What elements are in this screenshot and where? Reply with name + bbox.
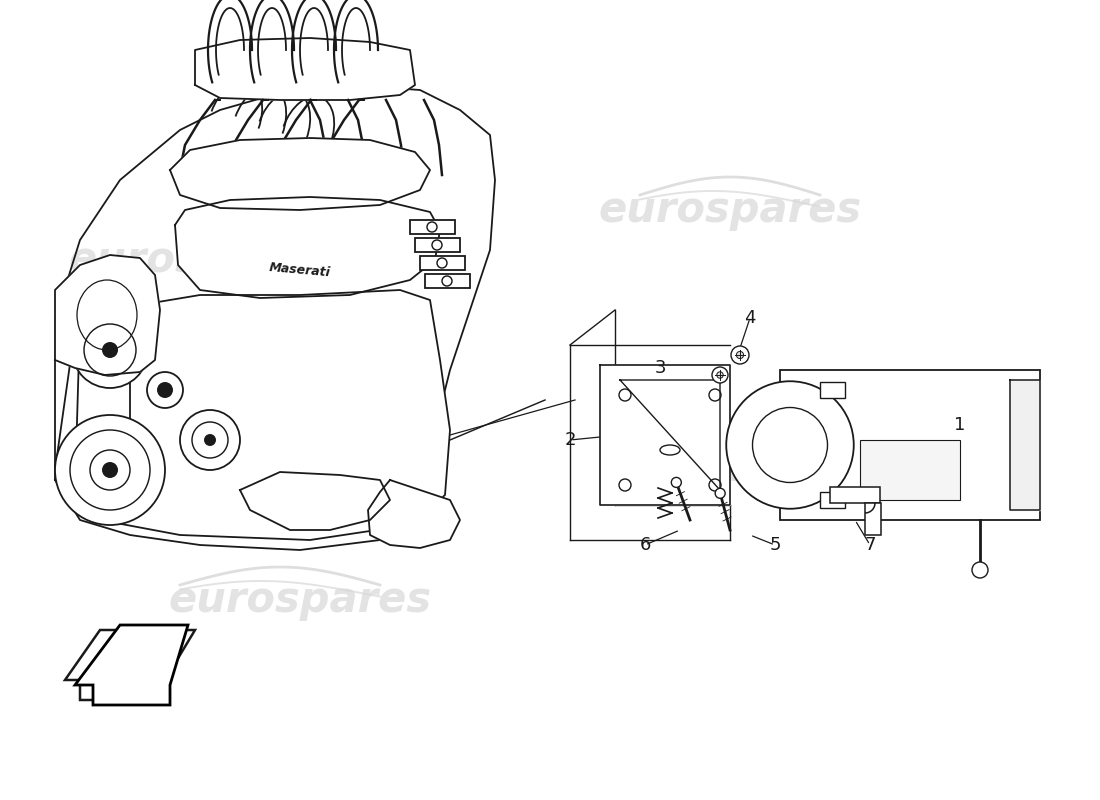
Circle shape: [55, 415, 165, 525]
Text: 7: 7: [865, 536, 876, 554]
Text: 5: 5: [769, 536, 781, 554]
Text: eurospares: eurospares: [598, 189, 861, 231]
Text: 1: 1: [955, 416, 966, 434]
Text: 4: 4: [745, 309, 756, 327]
Circle shape: [147, 372, 183, 408]
Polygon shape: [175, 197, 440, 298]
Circle shape: [180, 410, 240, 470]
Bar: [410, 220, 455, 234]
Circle shape: [736, 351, 744, 358]
Circle shape: [671, 478, 681, 487]
Circle shape: [204, 434, 216, 446]
Bar: [865, 503, 881, 535]
Bar: [830, 487, 880, 503]
Polygon shape: [55, 255, 160, 375]
Circle shape: [72, 312, 148, 388]
Text: eurospares: eurospares: [68, 239, 331, 281]
Circle shape: [732, 346, 749, 364]
Bar: [420, 256, 465, 270]
Circle shape: [717, 372, 723, 378]
Circle shape: [102, 462, 118, 478]
Bar: [820, 492, 845, 508]
Polygon shape: [55, 85, 495, 550]
Text: eurospares: eurospares: [168, 579, 431, 621]
Polygon shape: [170, 138, 430, 210]
Polygon shape: [75, 290, 450, 540]
Polygon shape: [600, 365, 730, 505]
Text: 2: 2: [564, 431, 575, 449]
Text: Maserati: Maserati: [268, 261, 331, 279]
Text: 6: 6: [639, 536, 651, 554]
Circle shape: [715, 488, 725, 498]
Circle shape: [157, 382, 173, 398]
Polygon shape: [368, 480, 460, 548]
Bar: [860, 440, 960, 500]
Text: eurospares: eurospares: [598, 439, 861, 481]
Polygon shape: [75, 625, 188, 705]
Circle shape: [102, 342, 118, 358]
Text: 3: 3: [654, 359, 666, 377]
Polygon shape: [65, 630, 195, 700]
Bar: [415, 238, 460, 252]
Polygon shape: [195, 38, 415, 100]
Bar: [820, 382, 845, 398]
Polygon shape: [240, 472, 390, 530]
Polygon shape: [1010, 380, 1040, 510]
Circle shape: [972, 562, 988, 578]
Bar: [425, 274, 470, 288]
Circle shape: [712, 367, 728, 383]
Circle shape: [726, 382, 854, 509]
Bar: [780, 370, 1040, 520]
